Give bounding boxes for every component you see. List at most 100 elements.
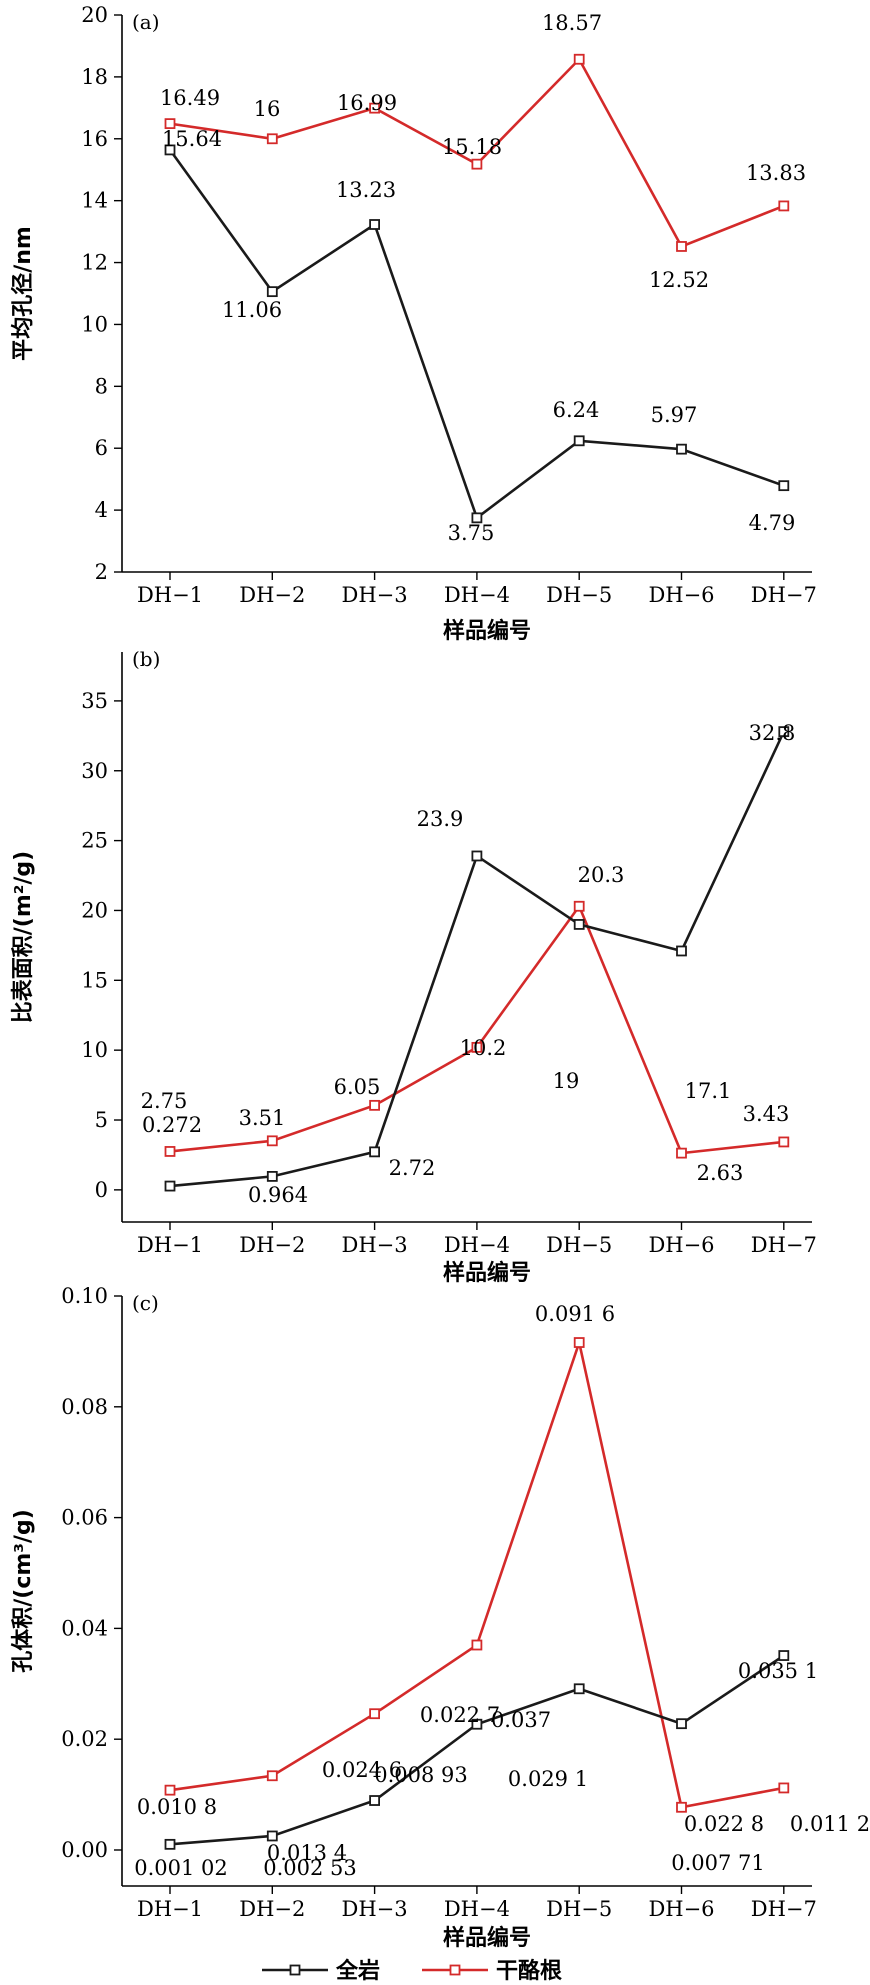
data-label-kerogen: 13.83 [746, 161, 806, 185]
y-tick-label: 0.08 [61, 1395, 108, 1419]
x-tick-label: DH−7 [751, 583, 817, 607]
y-tick-label: 5 [95, 1108, 108, 1132]
y-tick-label: 14 [81, 189, 108, 213]
data-point-kerogen [573, 53, 585, 65]
data-label-kerogen: 16 [254, 97, 281, 121]
data-point-kerogen [164, 1146, 176, 1157]
x-tick-label: DH−7 [751, 1897, 817, 1921]
data-label-kerogen: 18.57 [542, 11, 602, 35]
data-label-whole_rock: 0.022 7 [420, 1703, 500, 1727]
data-point-whole_rock [573, 435, 585, 447]
data-point-whole_rock [369, 1795, 381, 1806]
y-tick-label: 0.10 [61, 1284, 108, 1308]
data-point-kerogen [369, 1099, 381, 1111]
x-tick-label: DH−3 [342, 583, 408, 607]
data-label-kerogen: 0.091 6 [535, 1302, 615, 1326]
data-point-whole_rock [164, 1180, 176, 1192]
data-point-whole_rock [266, 1171, 278, 1182]
y-tick-label: 25 [81, 829, 108, 853]
x-tick-label: DH−5 [546, 1897, 612, 1921]
data-label-whole_rock: 6.24 [553, 398, 600, 422]
data-point-kerogen [471, 1041, 483, 1053]
data-label-kerogen: 16.49 [160, 86, 220, 110]
x-tick-label: DH−4 [444, 1233, 510, 1257]
y-tick-label: 12 [81, 251, 108, 275]
x-tick-label: DH−5 [546, 1233, 612, 1257]
y-tick-label: 10 [81, 1038, 108, 1062]
data-point-kerogen [573, 900, 585, 912]
legend-marker-whole_rock [289, 1964, 301, 1976]
data-point-whole_rock [369, 219, 381, 230]
data-point-whole_rock [369, 1146, 381, 1158]
data-label-kerogen: 12.52 [649, 268, 709, 292]
y-tick-label: 30 [81, 759, 108, 783]
y-tick-label: 2 [95, 560, 108, 584]
data-point-kerogen [573, 1337, 585, 1348]
data-label-whole_rock: 17.1 [685, 1079, 732, 1103]
data-label-kerogen: 6.05 [334, 1075, 381, 1099]
data-label-whole_rock: 2.72 [389, 1156, 436, 1180]
data-point-kerogen [266, 1135, 278, 1147]
data-label-kerogen: 10.2 [460, 1036, 507, 1060]
x-axis-title: 样品编号 [443, 1925, 531, 1951]
x-tick-label: DH−1 [137, 583, 203, 607]
data-label-kerogen: 16.99 [337, 91, 397, 115]
data-label-whole_rock: 0.029 1 [508, 1767, 588, 1791]
y-tick-label: 10 [81, 312, 108, 336]
panel-label: (c) [132, 1291, 159, 1315]
y-axis-title: 比表面积/(m²/g) [11, 851, 36, 1024]
data-point-whole_rock [164, 144, 176, 156]
data-label-whole_rock: 11.06 [222, 298, 282, 322]
y-axis-title: 平均孔径/nm [10, 226, 36, 361]
panel-label: (a) [132, 10, 160, 34]
data-label-whole_rock: 15.64 [162, 127, 222, 151]
data-label-kerogen: 2.75 [141, 1089, 188, 1113]
x-tick-label: DH−2 [239, 583, 305, 607]
x-tick-label: DH−4 [444, 583, 510, 607]
y-tick-label: 8 [95, 374, 108, 398]
x-tick-label: DH−6 [648, 1897, 714, 1921]
y-tick-label: 0.06 [61, 1506, 108, 1530]
chart-panel-1: 2 4 6 8 10 12 14 16 18 20 DH−1 DH−2 DH−3 DH−4 DH−5 DH−6… [10, 3, 817, 644]
y-tick-label: 20 [81, 3, 108, 27]
y-tick-label: 0 [95, 1178, 108, 1202]
data-point-whole_rock [164, 1838, 176, 1850]
data-label-kerogen: 0.037 [491, 1708, 551, 1732]
data-point-kerogen [676, 1801, 687, 1813]
data-point-kerogen [369, 1708, 381, 1720]
data-point-kerogen [676, 241, 687, 252]
legend-marker-kerogen [449, 1964, 461, 1976]
data-point-kerogen [778, 1136, 790, 1148]
data-point-whole_rock [676, 1718, 687, 1730]
data-label-kerogen: 0.007 71 [671, 1851, 765, 1875]
data-label-whole_rock: 19 [553, 1069, 580, 1093]
chart-panel-2: 0 5 10 15 20 25 30 35 DH−1 DH−2 DH−3 DH−4 DH−5 DH−6 DH… [11, 647, 817, 1286]
data-label-whole_rock: 23.9 [417, 807, 464, 831]
data-label-kerogen: 0.013 4 [267, 1841, 347, 1865]
series-line-kerogen [169, 1337, 785, 1809]
x-axis-title: 样品编号 [443, 1260, 531, 1286]
y-tick-label: 6 [95, 436, 108, 460]
x-tick-label: DH−1 [137, 1233, 203, 1257]
x-tick-label: DH−3 [342, 1233, 408, 1257]
data-label-whole_rock: 5.97 [651, 403, 698, 427]
data-point-kerogen [164, 118, 176, 130]
x-tick-label: DH−1 [137, 1897, 203, 1921]
panel-label: (b) [132, 647, 160, 671]
x-tick-label: DH−6 [648, 1233, 714, 1257]
data-point-whole_rock [266, 1830, 278, 1842]
data-label-kerogen: 15.18 [442, 135, 502, 159]
y-tick-label: 0.04 [61, 1616, 108, 1640]
y-tick-label: 20 [81, 898, 108, 922]
data-point-whole_rock [471, 850, 483, 862]
y-tick-label: 4 [95, 498, 108, 522]
y-axis-title: 孔体积/(cm³/g) [11, 1509, 36, 1673]
data-point-whole_rock [573, 919, 585, 930]
y-tick-label: 0.02 [61, 1727, 108, 1751]
x-tick-label: DH−7 [751, 1233, 817, 1257]
y-tick-label: 16 [81, 127, 108, 151]
data-point-whole_rock [573, 1683, 585, 1695]
data-label-whole_rock: 0.002 53 [263, 1856, 357, 1880]
data-label-kerogen: 0.011 2 [790, 1812, 870, 1836]
